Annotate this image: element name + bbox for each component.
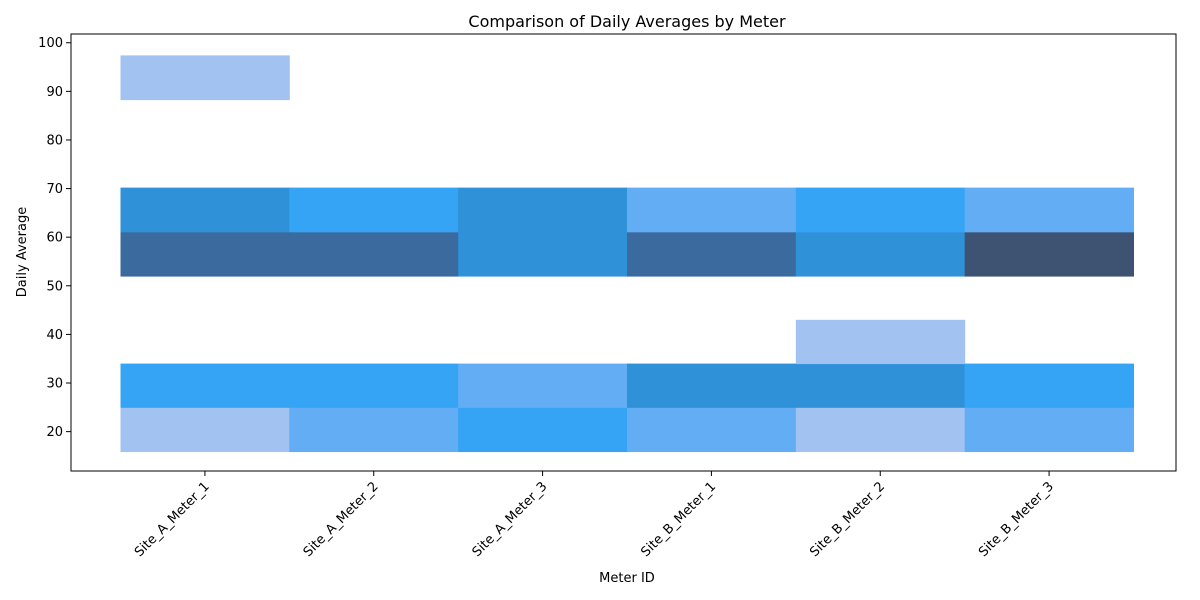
heatmap-cell (964, 363, 1134, 408)
y-tick-label: 70 (46, 182, 63, 197)
y-tick-label: 80 (46, 133, 63, 148)
y-tick-label: 30 (46, 377, 63, 392)
heatmap-cell (627, 187, 797, 233)
heatmap-cell (458, 407, 628, 453)
heatmap-cell (120, 363, 290, 408)
heatmap-cell (964, 187, 1134, 233)
x-tick-label: Site_A_Meter_3 (470, 479, 551, 560)
heatmap-cell (120, 55, 290, 101)
heatmap-cell (289, 231, 459, 277)
y-tick-label: 50 (46, 279, 63, 294)
plot-frame (70, 33, 1177, 472)
heatmap-cell (120, 231, 290, 277)
heatmap-cell (289, 187, 459, 233)
y-tick-label: 40 (46, 328, 63, 343)
heatmap-cell (627, 231, 797, 277)
y-tick-label: 60 (46, 231, 63, 246)
heatmap-cell (964, 231, 1134, 277)
heatmap-cell (795, 187, 966, 233)
axes (70, 33, 1177, 472)
x-tick-label: Site_B_Meter_2 (807, 479, 888, 560)
heatmap-cell (964, 407, 1134, 453)
x-axis-label: Meter ID (599, 571, 655, 586)
x-tick-label: Site_A_Meter_1 (132, 479, 213, 560)
y-tick-label: 100 (38, 36, 63, 51)
heatmap-cell (795, 407, 966, 453)
heatmap-cell (120, 407, 290, 453)
heatmap-cell (458, 363, 628, 408)
heatmap-cell (289, 407, 459, 453)
x-tick-label: Site_B_Meter_3 (976, 479, 1057, 560)
heatmap-cell (795, 319, 966, 365)
heatmap-cell (627, 407, 797, 453)
heatmap-cell (120, 187, 290, 233)
x-tick-label: Site_B_Meter_1 (638, 479, 719, 560)
heatmap-cells (120, 55, 1134, 453)
x-tick-label: Site_A_Meter_2 (301, 479, 382, 560)
heatmap-cell (458, 187, 628, 233)
ticks: 20 30 40 50 60 70 80 90 100 Site_A_Meter_1 Site_A_… (38, 36, 1057, 560)
heatmap-cell (627, 363, 797, 408)
heatmap-cell (795, 363, 966, 408)
heatmap-cell (289, 363, 459, 408)
y-tick-label: 20 (46, 425, 63, 440)
heatmap-cell (795, 231, 966, 277)
heatmap-cell (458, 231, 628, 277)
chart-title: Comparison of Daily Averages by Meter (468, 12, 786, 31)
y-axis-label: Daily Average (15, 207, 30, 297)
y-tick-label: 90 (46, 85, 63, 100)
